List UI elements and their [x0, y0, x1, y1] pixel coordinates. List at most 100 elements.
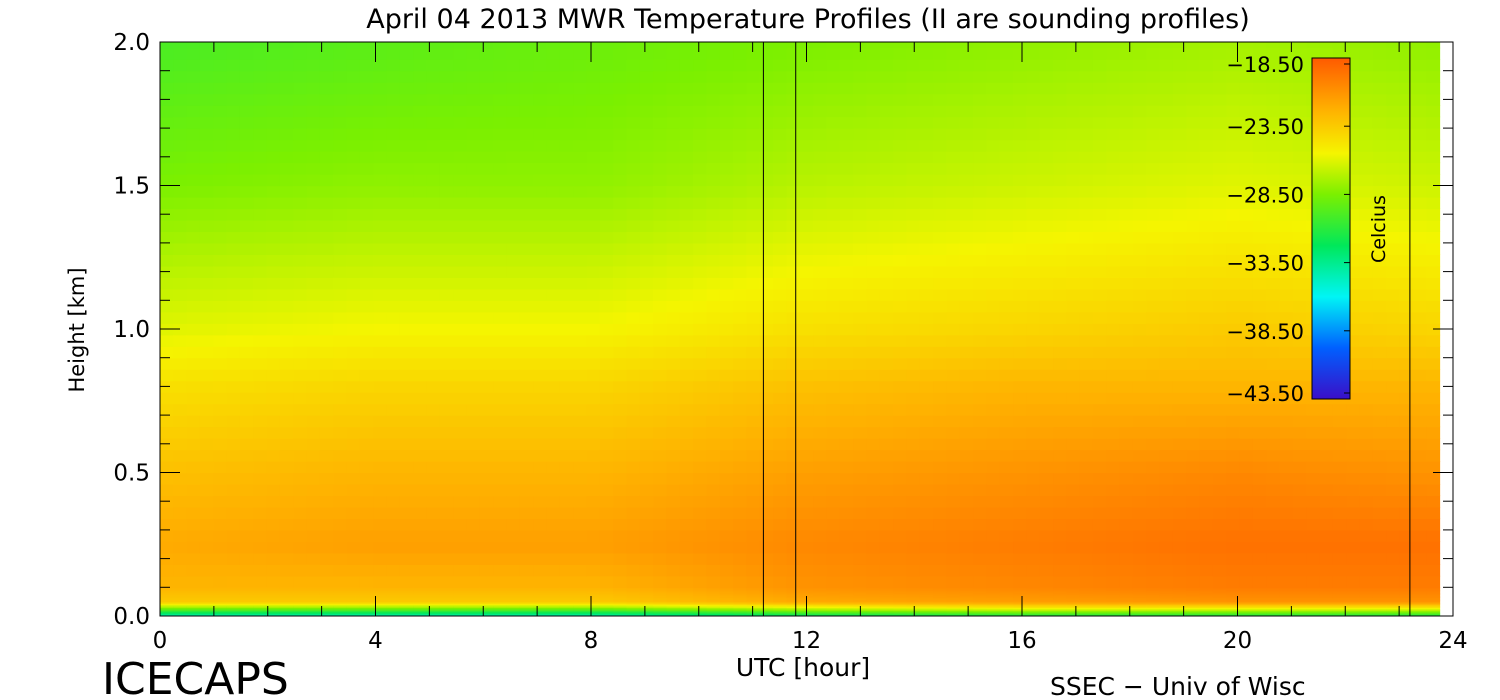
heatmap-cell [799, 495, 814, 508]
heatmap-cell [893, 449, 907, 462]
heatmap-cell [906, 105, 921, 118]
heatmap-cell [413, 139, 428, 152]
heatmap-cell [426, 614, 441, 616]
heatmap-cell [306, 594, 321, 597]
heatmap-cell [719, 42, 734, 49]
heatmap-cell [306, 47, 321, 60]
heatmap-cell [506, 438, 521, 451]
heatmap-cell [973, 323, 987, 336]
heatmap-cell [773, 116, 788, 129]
heatmap-cell [426, 162, 441, 175]
heatmap-cell [986, 591, 1001, 594]
heatmap-cell [1106, 42, 1121, 49]
heatmap-cell [1119, 472, 1134, 485]
heatmap-cell [719, 242, 734, 255]
heatmap-cell [373, 42, 388, 49]
heatmap-cell [666, 116, 681, 129]
heatmap-cell [959, 311, 974, 324]
heatmap-cell [439, 607, 454, 610]
heatmap-cell [839, 42, 854, 49]
heatmap-cell [386, 529, 401, 542]
heatmap-cell [1013, 610, 1027, 613]
heatmap-cell [1026, 541, 1041, 554]
heatmap-cell [1053, 242, 1067, 255]
heatmap-cell [919, 47, 934, 60]
heatmap-cell [306, 608, 321, 611]
heatmap-cell [1066, 277, 1081, 290]
heatmap-cell [506, 231, 521, 244]
heatmap-cell [1079, 600, 1094, 603]
heatmap-cell [599, 162, 614, 175]
heatmap-cell [613, 604, 628, 607]
heatmap-cell [946, 174, 961, 187]
heatmap-cell [573, 461, 588, 474]
heatmap-cell [666, 591, 681, 594]
heatmap-cell [586, 601, 601, 604]
heatmap-cell [359, 151, 374, 164]
heatmap-cell [506, 174, 521, 187]
heatmap-cell [733, 495, 748, 508]
heatmap-cell [1106, 610, 1121, 613]
heatmap-cell [706, 608, 721, 611]
heatmap-cell [226, 128, 241, 141]
heatmap-cell [639, 300, 654, 313]
heatmap-cell [666, 300, 681, 313]
heatmap-cell [466, 116, 481, 129]
heatmap-cell [493, 47, 508, 60]
heatmap-cell [399, 196, 414, 210]
heatmap-cell [399, 415, 414, 428]
heatmap-cell [279, 196, 294, 210]
heatmap-cell [173, 380, 188, 393]
heatmap-cell [839, 139, 854, 152]
heatmap-cell [586, 105, 601, 118]
heatmap-cell [946, 185, 961, 198]
heatmap-cell [386, 587, 401, 590]
heatmap-cell [213, 323, 228, 336]
heatmap-cell [399, 82, 414, 95]
heatmap-cell [266, 461, 281, 474]
heatmap-cell [479, 483, 494, 497]
heatmap-cell [479, 449, 494, 462]
heatmap-cell [773, 426, 788, 439]
heatmap-cell [759, 575, 774, 588]
heatmap-cell [439, 231, 454, 244]
heatmap-cell [693, 323, 708, 336]
heatmap-cell [733, 607, 748, 610]
heatmap-cell [773, 277, 788, 290]
heatmap-cell [986, 208, 1001, 221]
heatmap-cell [399, 219, 414, 233]
heatmap-cell [933, 438, 947, 451]
heatmap-cell [866, 603, 881, 606]
heatmap-cell [653, 595, 668, 598]
heatmap-cell [693, 277, 708, 290]
heatmap-cell [333, 591, 348, 594]
heatmap-cell [1079, 231, 1094, 244]
heatmap-cell [946, 611, 961, 614]
heatmap-cell [946, 594, 961, 597]
heatmap-cell [226, 575, 241, 588]
heatmap-cell [813, 105, 828, 118]
heatmap-cell [906, 593, 921, 596]
heatmap-cell [506, 288, 521, 301]
heatmap-cell [1106, 139, 1121, 152]
heatmap-cell [973, 588, 987, 591]
heatmap-cell [1092, 47, 1107, 60]
heatmap-cell [1013, 597, 1027, 600]
heatmap-cell [466, 323, 481, 336]
heatmap-cell [1053, 300, 1067, 313]
heatmap-cell [586, 611, 601, 614]
heatmap-cell [333, 174, 348, 187]
heatmap-cell [160, 162, 174, 175]
heatmap-cell [546, 426, 561, 439]
heatmap-cell [679, 597, 694, 600]
heatmap-cell [546, 242, 561, 255]
heatmap-cell [1106, 380, 1121, 393]
heatmap-cell [759, 288, 774, 301]
heatmap-cell [826, 506, 841, 520]
heatmap-cell [866, 529, 881, 542]
heatmap-cell [759, 600, 774, 603]
heatmap-cell [826, 288, 841, 301]
heatmap-cell [853, 323, 868, 336]
heatmap-cell [386, 593, 401, 596]
heatmap-cell [506, 116, 521, 129]
